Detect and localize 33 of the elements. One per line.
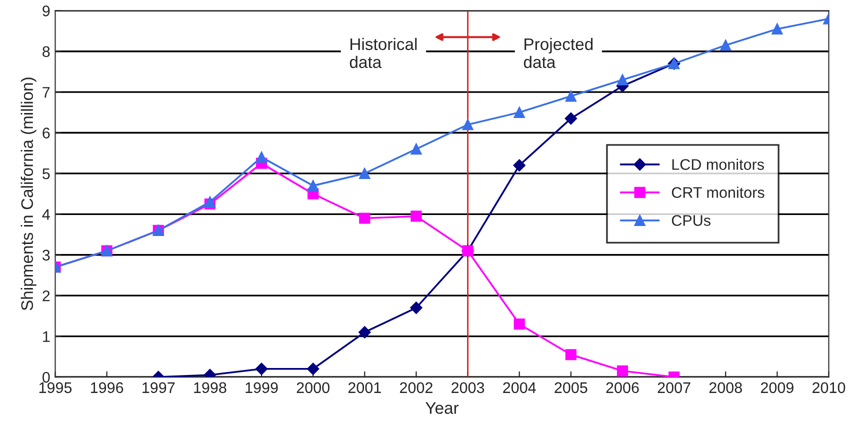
x-tick-label: 2006 [606, 382, 639, 394]
y-tick-label: 2 [42, 290, 50, 302]
x-tick-label: 2004 [503, 382, 536, 394]
x-tick-label: 2003 [452, 382, 484, 394]
legend-label: CPUs [672, 215, 710, 226]
legend-label: LCD monitors [672, 158, 764, 170]
x-tick-label: 1998 [194, 382, 226, 394]
y-tick-label: 4 [42, 209, 50, 220]
x-tick-label: 1997 [142, 382, 175, 394]
x-tick-label: 2000 [296, 382, 330, 394]
x-tick-label: 2010 [812, 382, 846, 394]
x-tick-label: 1995 [39, 382, 72, 394]
x-axis-title: Year [426, 402, 459, 414]
x-tick-label: 2002 [400, 382, 432, 394]
y-axis-title: Shipments in California (million) [20, 78, 36, 310]
y-tick-label: 1 [43, 331, 50, 342]
y-tick-label: 7 [42, 87, 50, 98]
x-tick-label: 2001 [348, 382, 381, 394]
x-tick-label: 2005 [554, 382, 588, 394]
annotation: Historical data [350, 38, 417, 68]
x-tick-label: 1996 [90, 382, 124, 394]
y-tick-label: 0 [42, 372, 50, 383]
y-tick-label: 6 [42, 128, 50, 138]
y-tick-label: 8 [42, 46, 50, 58]
x-tick-label: 2008 [709, 382, 742, 394]
x-tick-label: 2009 [760, 382, 794, 394]
y-tick-label: 9 [42, 6, 50, 16]
x-tick-label: 1999 [246, 382, 278, 394]
x-tick-label: 2007 [658, 382, 690, 394]
y-tick-label: 5 [42, 168, 50, 180]
legend-label: CRT monitors [672, 186, 764, 198]
annotation: Projected data [524, 38, 593, 68]
y-tick-label: 3 [42, 250, 50, 261]
